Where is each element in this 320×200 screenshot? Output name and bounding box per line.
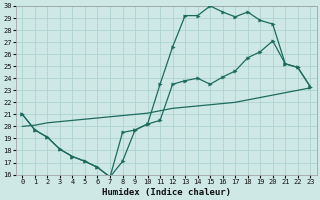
X-axis label: Humidex (Indice chaleur): Humidex (Indice chaleur) [102, 188, 231, 197]
